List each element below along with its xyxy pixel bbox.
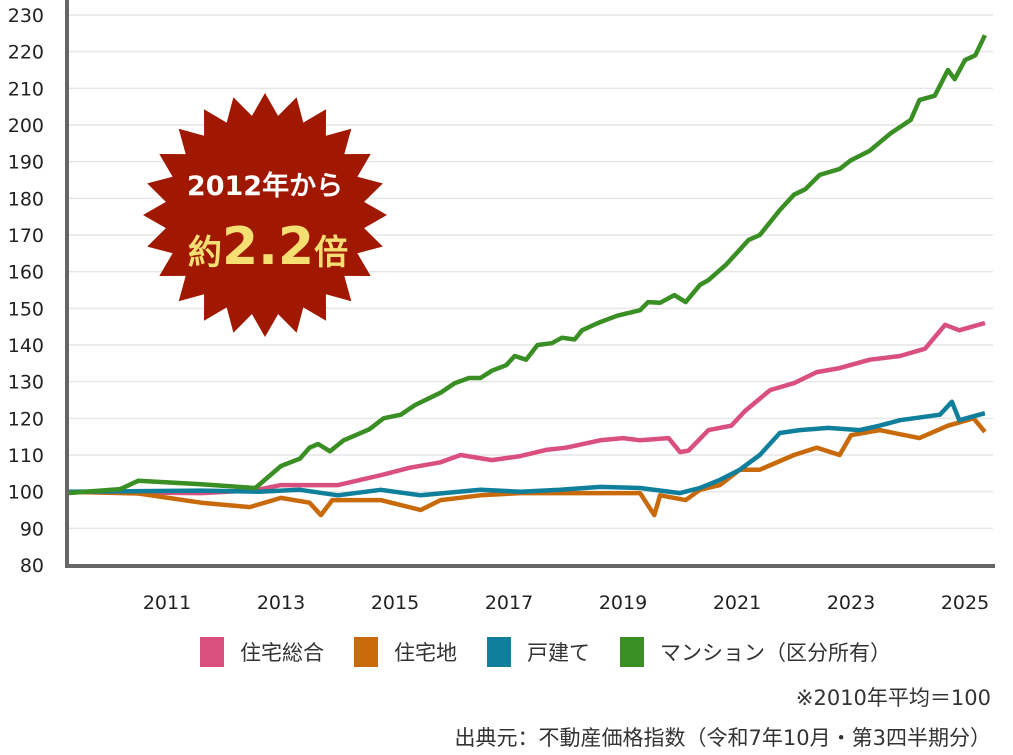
y-tick-label: 230 — [8, 5, 44, 27]
x-tick-label: 2011 — [143, 592, 191, 614]
starburst-annotation: 2012年から 約2.2倍 — [143, 93, 387, 337]
y-tick-label: 220 — [8, 42, 44, 64]
source-note: 出典元：不動産価格指数（令和7年10月・第3四半期分） — [454, 726, 991, 750]
legend: 住宅総合 住宅地 戸建て マンション（区分所有） — [200, 637, 891, 667]
x-tick-label: 2015 — [371, 592, 419, 614]
legend-swatch — [354, 637, 378, 667]
series-line — [67, 416, 987, 518]
y-tick-label: 80 — [20, 555, 44, 577]
y-tick-labels: 80 90 100 110 120 130 140 150 160 170 180 190 200 210… — [8, 5, 44, 577]
legend-swatch — [200, 637, 224, 667]
x-tick-label: 2021 — [713, 592, 761, 614]
annotation-value: 2.2 — [222, 217, 314, 277]
legend-item-condo: マンション（区分所有） — [620, 637, 891, 667]
annotation-line1: 2012年から — [187, 170, 343, 202]
y-tick-label: 210 — [8, 78, 44, 100]
legend-item-detached: 戸建て — [487, 637, 590, 667]
base-note: ※2010年平均＝100 — [795, 686, 991, 710]
y-tick-label: 140 — [8, 335, 44, 357]
annotation-prefix: 約 — [188, 233, 222, 273]
x-tick-label: 2023 — [827, 592, 875, 614]
legend-item-total: 住宅総合 — [200, 637, 324, 667]
legend-label: マンション（区分所有） — [660, 641, 891, 665]
annotation-line2: 約2.2倍 — [188, 217, 348, 277]
line-chart: 80 90 100 110 120 130 140 150 160 170 180 190 200 210… — [8, 0, 995, 614]
series-line — [67, 34, 987, 496]
y-tick-label: 90 — [20, 518, 44, 540]
series-lines — [67, 34, 987, 518]
legend-swatch — [487, 637, 511, 667]
x-tick-label: 2019 — [599, 592, 647, 614]
annotation-suffix: 倍 — [314, 233, 348, 273]
x-tick-labels: 2011 2013 2015 2017 2019 2021 2023 2025 — [143, 592, 989, 614]
series-line — [67, 399, 986, 498]
legend-label: 戸建て — [527, 641, 590, 665]
y-tick-label: 200 — [8, 115, 44, 137]
y-tick-label: 190 — [8, 152, 44, 174]
starburst-shape — [143, 93, 387, 337]
x-tick-label: 2017 — [485, 592, 533, 614]
series-line — [67, 320, 986, 496]
y-tick-label: 150 — [8, 298, 44, 320]
x-tick-label: 2025 — [941, 592, 989, 614]
y-tick-label: 160 — [8, 262, 44, 284]
y-tick-label: 180 — [8, 188, 44, 210]
legend-item-land: 住宅地 — [354, 637, 457, 667]
y-tick-label: 170 — [8, 225, 44, 247]
legend-label: 住宅地 — [394, 641, 457, 665]
legend-label: 住宅総合 — [240, 641, 324, 665]
legend-swatch — [620, 637, 644, 667]
y-tick-label: 130 — [8, 372, 44, 394]
y-tick-label: 100 — [8, 482, 44, 504]
x-tick-label: 2013 — [257, 592, 305, 614]
y-tick-label: 110 — [8, 445, 44, 467]
y-tick-label: 120 — [8, 408, 44, 430]
